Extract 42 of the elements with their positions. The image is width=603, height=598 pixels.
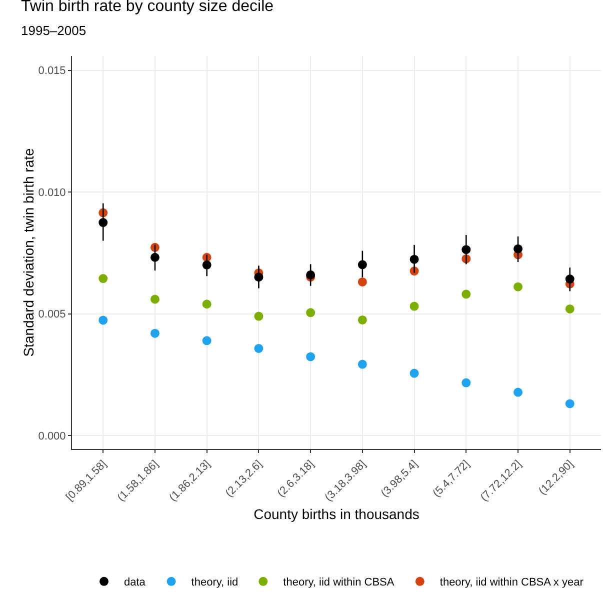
y-tick-label: 0.010	[38, 186, 66, 199]
point	[410, 302, 419, 311]
point	[306, 352, 316, 362]
point	[254, 272, 264, 282]
y-axis-title: Standard deviation, twin birth rate	[20, 148, 36, 357]
point	[514, 388, 523, 397]
legend-label: data	[124, 576, 146, 589]
point	[514, 282, 523, 292]
point	[202, 336, 212, 346]
point	[202, 260, 212, 270]
point	[462, 245, 471, 254]
point	[98, 316, 108, 325]
point	[358, 315, 367, 324]
point	[150, 328, 160, 338]
point	[150, 252, 160, 262]
point	[358, 277, 367, 286]
point	[358, 260, 367, 270]
x-axis-title: County births in thousands	[254, 506, 420, 522]
point	[565, 304, 574, 314]
point	[202, 300, 212, 309]
y-tick-label: 0.005	[38, 308, 66, 321]
legend-label: theory, iid	[191, 576, 238, 589]
point	[306, 270, 316, 280]
point	[98, 218, 108, 228]
point	[462, 290, 471, 299]
point	[98, 274, 108, 284]
y-tick-label: 0.000	[38, 430, 66, 442]
point	[565, 274, 574, 284]
point	[306, 308, 316, 318]
point	[358, 360, 367, 369]
point	[462, 378, 471, 388]
chart-subtitle: 1995–2005	[21, 23, 86, 38]
point	[410, 254, 419, 264]
point	[254, 312, 264, 321]
legend-label: theory, iid within CBSA	[283, 576, 395, 589]
point	[565, 399, 574, 408]
point	[514, 244, 523, 254]
y-tick-label: 0.015	[38, 65, 66, 78]
point	[150, 294, 160, 304]
legend-label: theory, iid within CBSA x year	[440, 576, 584, 589]
point	[254, 344, 264, 353]
point	[410, 368, 419, 378]
